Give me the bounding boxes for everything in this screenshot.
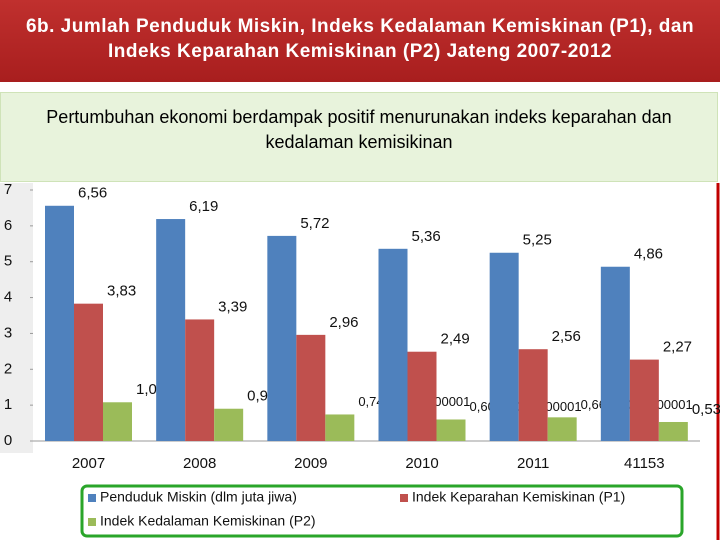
- legend-label: Indek Kedalaman Kemiskinan (P2): [100, 513, 316, 529]
- value-label: 2,27: [663, 339, 692, 356]
- legend-label: Penduduk Miskin (dlm juta jiwa): [100, 489, 297, 505]
- bar: [518, 349, 548, 441]
- value-label: 6,19: [189, 198, 218, 215]
- x-tick-label: 2011: [517, 455, 549, 472]
- x-tick-label: 2007: [72, 455, 105, 472]
- bar: [658, 421, 688, 441]
- y-tick-label: 3: [4, 324, 12, 341]
- y-tick-label: 2: [4, 360, 12, 377]
- value-label: 2,96: [329, 314, 358, 331]
- value-label: 3,83: [107, 283, 136, 300]
- bar: [436, 419, 466, 441]
- value-label: 0,53: [692, 401, 720, 418]
- bar: [296, 334, 326, 441]
- legend-box: [80, 484, 684, 538]
- x-tick-label: 41153: [624, 455, 665, 472]
- axis-panel: [0, 183, 33, 453]
- value-label: 5,72: [300, 215, 329, 232]
- bar: [407, 351, 437, 441]
- legend-swatch: [88, 518, 96, 526]
- title: 6b. Jumlah Penduduk Miskin, Indeks Kedal…: [25, 16, 695, 62]
- bar: [489, 252, 519, 441]
- bar: [378, 248, 408, 441]
- value-label: 5,36: [412, 228, 441, 245]
- bar: [325, 414, 355, 441]
- value-label: 2,49: [441, 331, 470, 348]
- bar: [214, 408, 244, 441]
- subtitle-box: Pertumbuhan ekonomi berdampak positif me…: [0, 92, 718, 182]
- value-label: 6,56: [78, 185, 107, 202]
- x-tick-label: 2008: [183, 455, 216, 472]
- legend-swatch: [400, 494, 408, 502]
- bar: [45, 205, 74, 441]
- bar: [74, 303, 103, 441]
- y-tick-label: 5: [4, 253, 12, 270]
- legend-label: Indek Keparahan Kemiskinan (P1): [412, 489, 625, 505]
- bar: [185, 319, 215, 441]
- bar: [103, 402, 132, 441]
- y-tick-label: 0: [4, 432, 12, 449]
- value-label: 4,86: [634, 246, 663, 263]
- title-banner: 6b. Jumlah Penduduk Miskin, Indeks Kedal…: [0, 0, 720, 82]
- bar: [600, 266, 630, 441]
- y-tick-label: 6: [4, 217, 12, 234]
- value-label: 2,56: [552, 328, 581, 345]
- legend-swatch: [88, 494, 96, 502]
- y-tick-label: 4: [4, 289, 12, 306]
- x-tick-label: 2010: [405, 455, 438, 472]
- x-tick-label: 2009: [294, 455, 327, 472]
- bar: [267, 235, 297, 441]
- value-label: 5,25: [523, 232, 552, 249]
- bar: [547, 417, 577, 441]
- bar: [629, 359, 659, 441]
- y-tick-label: 7: [4, 181, 12, 198]
- value-label: 3,39: [218, 298, 247, 315]
- subtitle: Pertumbuhan ekonomi berdampak positif me…: [46, 107, 672, 152]
- bar: [156, 219, 186, 441]
- y-tick-label: 1: [4, 396, 12, 413]
- value-label: 0,9: [247, 388, 268, 405]
